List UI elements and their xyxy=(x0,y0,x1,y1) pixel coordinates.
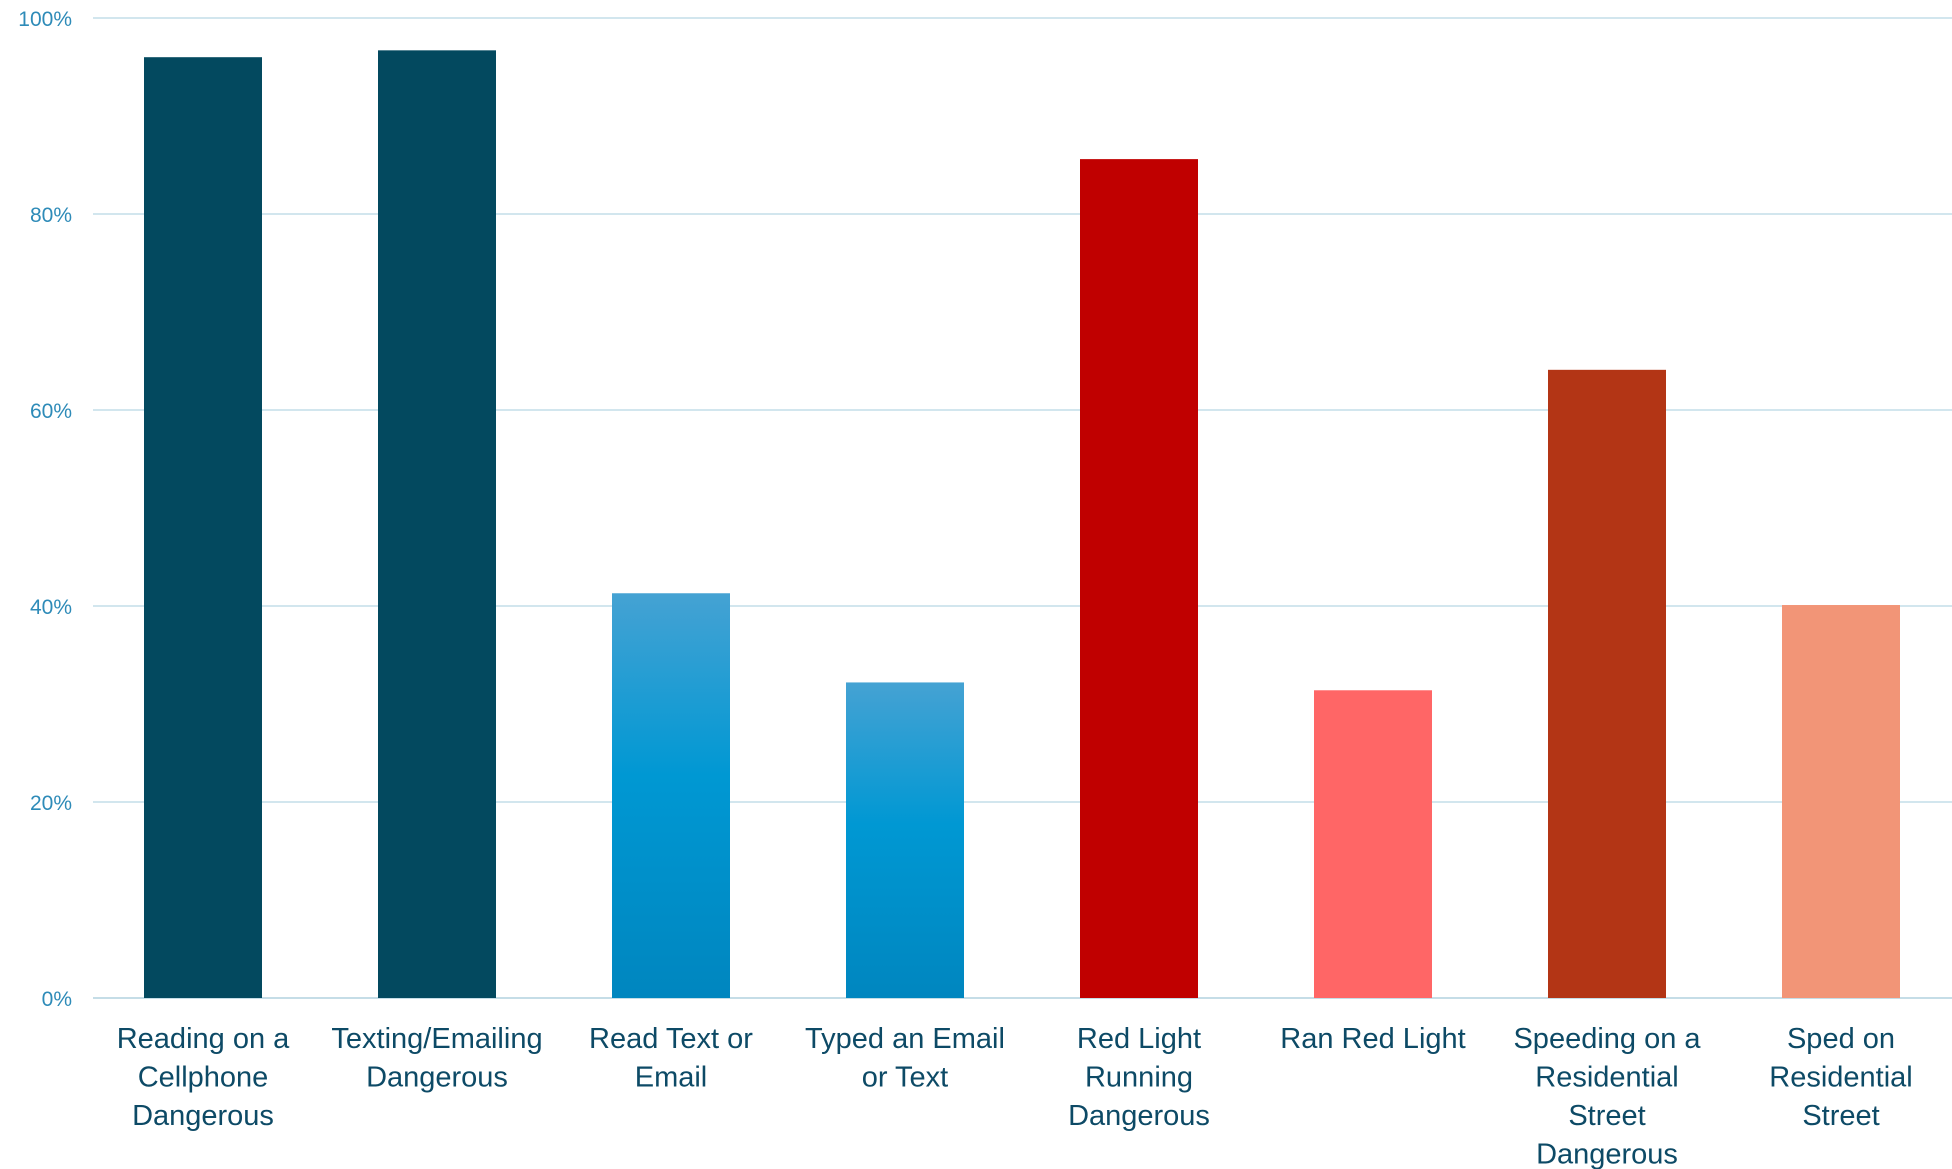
bar-8 xyxy=(1782,605,1900,998)
x-tick-label-line: Ran Red Light xyxy=(1280,1023,1465,1055)
x-tick-label: Texting/Emailing Dangerous xyxy=(331,1023,542,1094)
y-tick-label: 60% xyxy=(30,400,72,423)
x-tick-label: Sped on Residential Street xyxy=(1769,1023,1912,1132)
bar-6 xyxy=(1314,690,1432,998)
x-tick-label: Red Light Running Dangerous xyxy=(1068,1023,1210,1132)
x-tick-label-line: Dangerous xyxy=(132,1100,274,1132)
y-tick-label: 20% xyxy=(30,792,72,815)
y-tick-label: 40% xyxy=(30,596,72,619)
bar-5 xyxy=(1080,159,1198,998)
x-tick-label: Read Text or Email xyxy=(589,1023,753,1094)
x-tick-label-line: Cellphone xyxy=(138,1062,269,1094)
x-tick-label-line: Red Light xyxy=(1077,1023,1201,1055)
x-tick-label-line: Read Text or xyxy=(589,1023,753,1055)
y-axis-ticks: 0% 20% 40% 60% 80% 100% xyxy=(18,8,72,1011)
x-tick-label-line: Street xyxy=(1802,1100,1879,1132)
x-tick-label: Reading on a Cellphone Dangerous xyxy=(117,1023,290,1132)
x-tick-label-line: or Text xyxy=(862,1062,949,1094)
x-tick-label-line: Running xyxy=(1085,1062,1193,1094)
x-axis-ticks: Reading on a Cellphone DangerousTexting/Em… xyxy=(117,1023,1913,1169)
bar-7 xyxy=(1548,369,1666,998)
x-tick-label: Speeding on a Residential Street Dangerous xyxy=(1513,1023,1701,1169)
y-tick-label: 0% xyxy=(42,988,72,1011)
x-tick-label-line: Speeding on a xyxy=(1513,1023,1701,1055)
bar-2 xyxy=(378,50,496,998)
gridlines xyxy=(93,17,1952,999)
x-tick-label-line: Typed an Email xyxy=(805,1023,1005,1055)
x-tick-label-line: Residential xyxy=(1769,1062,1912,1094)
x-tick-label-line: Street xyxy=(1568,1100,1645,1132)
x-tick-label-line: Email xyxy=(635,1062,708,1094)
x-tick-label-line: Reading on a xyxy=(117,1023,290,1055)
y-tick-label: 100% xyxy=(18,8,72,31)
x-tick-label: Ran Red Light xyxy=(1280,1023,1465,1055)
x-tick-label-line: Texting/Emailing xyxy=(331,1023,542,1055)
y-tick-label: 80% xyxy=(30,204,72,227)
x-tick-label-line: Residential xyxy=(1535,1062,1678,1094)
bar-3 xyxy=(612,593,730,998)
x-tick-label-line: Dangerous xyxy=(1068,1100,1210,1132)
x-tick-label: Typed an Email or Text xyxy=(805,1023,1005,1094)
bars xyxy=(144,50,1900,998)
x-tick-label-line: Dangerous xyxy=(1536,1139,1678,1169)
x-tick-label-line: Dangerous xyxy=(366,1062,508,1094)
bar-1 xyxy=(144,57,262,998)
bar-4 xyxy=(846,682,964,998)
x-tick-label-line: Sped on xyxy=(1787,1023,1895,1055)
